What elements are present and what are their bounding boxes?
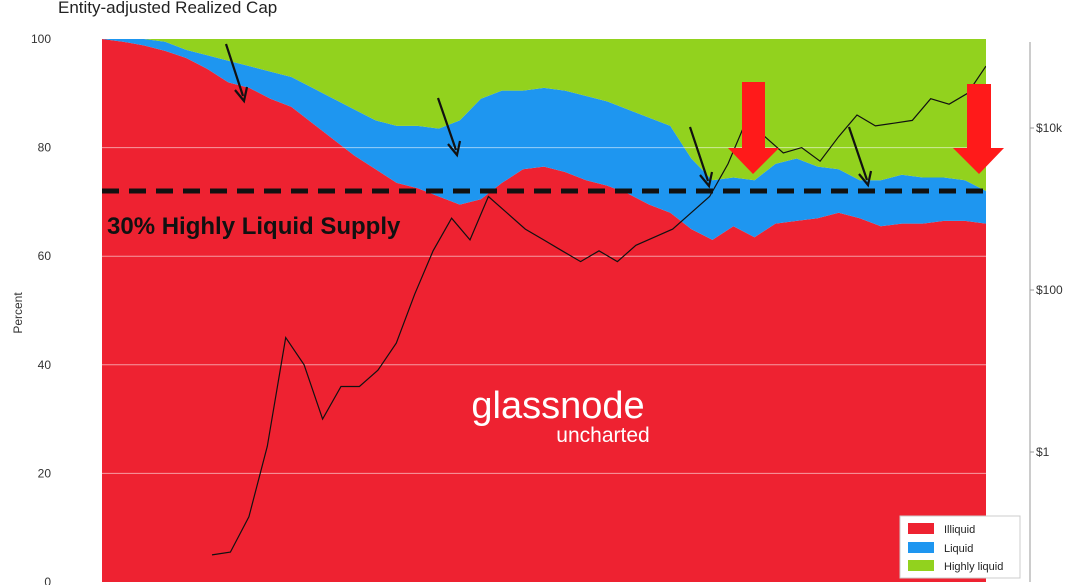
y2-tick-label: $100 xyxy=(1036,283,1063,297)
legend-item-liquid: Liquid xyxy=(908,542,973,555)
legend-swatch-highly-liquid xyxy=(908,560,934,571)
legend-label-illiquid: Illiquid xyxy=(944,524,975,536)
arrow-3 xyxy=(688,126,714,189)
legend: Illiquid Liquid Highly liquid xyxy=(899,515,1021,579)
arrow-2 xyxy=(436,97,462,158)
y-tick-label: 20 xyxy=(38,466,52,480)
price-line xyxy=(211,65,986,556)
black-arrows xyxy=(224,43,873,189)
arrow-1 xyxy=(224,43,249,104)
legend-label-highly-liquid: Highly liquid xyxy=(944,561,1003,573)
red-arrows xyxy=(728,82,1004,174)
y-tick-label: 60 xyxy=(38,249,52,263)
red-arrow-1 xyxy=(728,82,779,174)
y-tick-label: 100 xyxy=(31,32,51,46)
y-axis-label: Percent xyxy=(11,292,25,334)
y2-tick-label: $1 xyxy=(1036,445,1050,459)
gridlines xyxy=(102,147,986,474)
legend-item-highly-liquid: Highly liquid xyxy=(908,560,1003,573)
secondary-y-axis: $1 $100 $10k xyxy=(1029,42,1063,582)
watermark-sub: uncharted xyxy=(556,424,649,447)
y-tick-label: 80 xyxy=(38,141,52,155)
chart-title: Entity-adjusted Realized Cap xyxy=(58,0,277,17)
y-tick-label: 0 xyxy=(44,575,51,585)
y-axis: 0 20 40 60 80 100 xyxy=(31,32,51,585)
price-line-group xyxy=(211,65,986,556)
legend-swatch-illiquid xyxy=(908,523,934,534)
legend-item-illiquid: Illiquid xyxy=(908,523,975,536)
arrow-4 xyxy=(847,126,873,188)
red-arrow-2 xyxy=(953,84,1004,174)
reference-label: 30% Highly Liquid Supply xyxy=(107,213,401,240)
watermark: glassnode uncharted xyxy=(471,385,649,447)
legend-swatch-liquid xyxy=(908,542,934,553)
stacked-areas xyxy=(102,39,986,582)
legend-label-liquid: Liquid xyxy=(944,543,973,555)
area-illiquid xyxy=(102,39,986,582)
y2-tick-label: $10k xyxy=(1036,121,1063,135)
watermark-main: glassnode xyxy=(471,385,644,427)
y-tick-label: 40 xyxy=(38,358,52,372)
